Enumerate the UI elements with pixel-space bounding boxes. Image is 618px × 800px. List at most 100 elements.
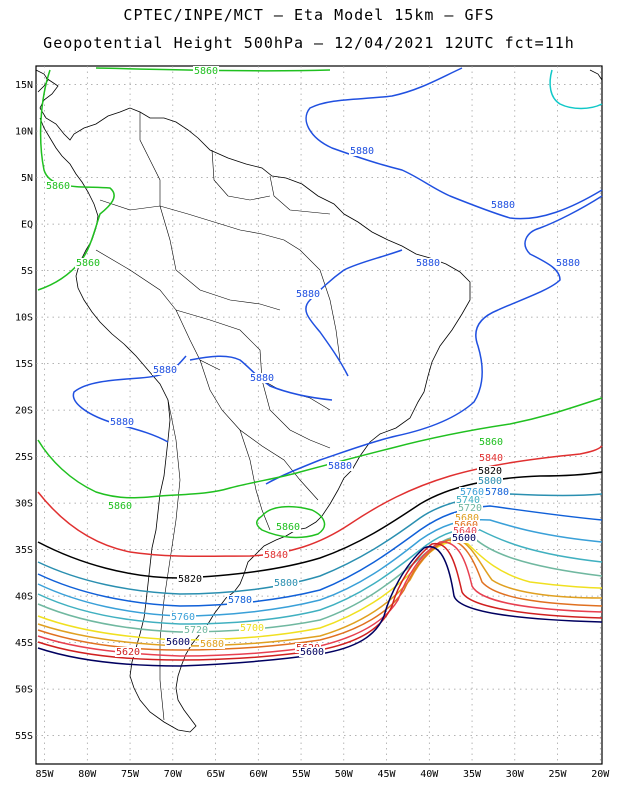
contour-label-5860: 5860 [76,258,100,269]
lat-tick-label: EQ [21,220,33,231]
map-subtitle: Geopotential Height 500hPa – 12/04/2021 … [43,34,575,52]
contour-label-5680: 5680 [455,513,479,524]
contour-labels: 5860 5860 5860 5880 5880 5880 5880 5880 5880 5880… [45,66,581,658]
contour-5640 [37,541,603,657]
contour-label-bg [115,647,141,657]
contour-5880-inland [305,249,403,377]
contour-label-bg [478,437,504,447]
contour-label-bg [75,258,101,268]
contour-label-5800: 5800 [274,578,298,589]
contour-label-5860: 5860 [108,501,132,512]
lon-tick-label: 30W [506,769,525,780]
contour-label-bg [227,595,253,605]
contour-label-5720: 5720 [184,625,208,636]
latitude-tick-labels: 15N 10N 5N EQ 5S 10S 15S 20S 25S 30S 35S 40S 45S 50S 5… [15,80,33,742]
contour-label-bg [273,578,299,588]
contour-5600 [37,545,603,667]
contour-label-5800: 5800 [478,476,502,487]
contour-label-5720: 5720 [458,503,482,514]
contour-label-bg [239,623,265,633]
contour-label-bg [199,639,225,649]
lon-tick-label: 35W [463,769,482,780]
contour-label-5860: 5860 [276,522,300,533]
lon-tick-label: 60W [249,769,268,780]
contour-label-5880: 5880 [110,417,134,428]
contour-label-5820: 5820 [478,466,502,477]
contour-label-5880: 5880 [556,258,580,269]
lon-tick-label: 80W [78,769,97,780]
contour-5800 [37,493,603,595]
contour-label-bg [45,181,71,191]
contour-5780 [37,505,603,607]
country-borders [95,112,341,721]
lat-tick-label: 5N [21,173,33,184]
contour-5720 [37,535,603,633]
contour-label-5860: 5860 [194,66,218,77]
contour-label-bg [490,200,516,210]
map-title: CPTEC/INPE/MCT – Eta Model 15km – GFS [123,6,495,24]
contour-label-bg [295,289,321,299]
lat-tick-label: 10N [15,127,33,138]
contour-5860-loop [256,505,326,539]
contour-label-bg [327,461,353,471]
lat-tick-label: 10S [15,313,33,324]
contour-label-5880: 5880 [250,373,274,384]
contour-5880-north [305,67,603,220]
contour-5820 [37,471,603,579]
lat-tick-label: 45S [15,638,33,649]
lat-tick-label: 5S [21,266,33,277]
contour-5880-south [265,195,603,485]
lon-tick-label: 45W [378,769,397,780]
contour-label-5780: 5780 [228,595,252,606]
contour-label-bg [478,453,504,463]
lon-tick-label: 70W [164,769,183,780]
contour-label-bg [555,258,581,268]
lon-tick-label: 75W [121,769,140,780]
contour-label-5880: 5880 [491,200,515,211]
lat-tick-label: 55S [15,731,33,742]
contour-label-5880: 5880 [350,146,374,157]
contour-label-bg [484,487,510,497]
contour-label-bg [275,522,301,532]
contour-label-bg [193,66,219,76]
contour-label-bg [109,417,135,427]
contour-label-bg [415,258,441,268]
geopotential-contours [37,67,603,667]
lat-tick-label: 25S [15,452,33,463]
contour-label-5820: 5820 [178,574,202,585]
contour-label-5880: 5880 [416,258,440,269]
contour-label-5600: 5600 [452,533,476,544]
contour-label-bg [299,647,325,657]
contour-label-bg [454,513,480,523]
lon-tick-label: 55W [292,769,311,780]
contour-label-5880: 5880 [328,461,352,472]
contour-label-bg [455,495,481,505]
lon-tick-label: 25W [549,769,568,780]
lon-tick-label: 40W [420,769,439,780]
lat-tick-label: 50S [15,685,33,696]
contour-5760 [37,518,603,617]
contour-label-5860: 5860 [479,437,503,448]
contour-label-5700: 5700 [240,623,264,634]
lat-tick-label: 30S [15,499,33,510]
longitude-tick-labels: 85W 80W 75W 70W 65W 60W 55W 50W 45W 40W 35W 30W 25W 2… [36,769,611,780]
contour-label-5840: 5840 [264,550,288,561]
contour-5860-main [37,397,603,499]
contour-label-5760: 5760 [460,487,484,498]
contour-label-5740: 5740 [456,495,480,506]
contour-5700 [37,540,603,641]
contour-label-5760: 5760 [171,612,195,623]
contour-label-5600: 5600 [166,637,190,648]
contour-label-5640: 5640 [453,526,477,537]
contour-cyan [549,69,603,110]
contour-label-5840: 5840 [479,453,503,464]
lat-tick-label: 15N [15,80,33,91]
contour-label-bg [263,550,289,560]
lon-tick-label: 50W [335,769,354,780]
contour-5680 [37,537,603,647]
contour-label-bg [170,612,196,622]
contour-label-bg [249,373,275,383]
contour-label-bg [107,501,133,511]
contour-label-bg [349,146,375,156]
